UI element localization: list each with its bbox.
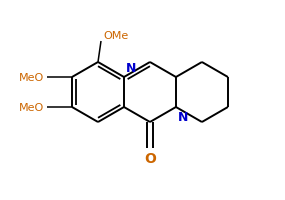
Text: MeO: MeO xyxy=(19,102,44,112)
Text: OMe: OMe xyxy=(103,31,128,41)
Text: N: N xyxy=(178,110,188,123)
Text: MeO: MeO xyxy=(19,73,44,83)
Text: O: O xyxy=(144,152,156,166)
Text: N: N xyxy=(126,62,136,75)
